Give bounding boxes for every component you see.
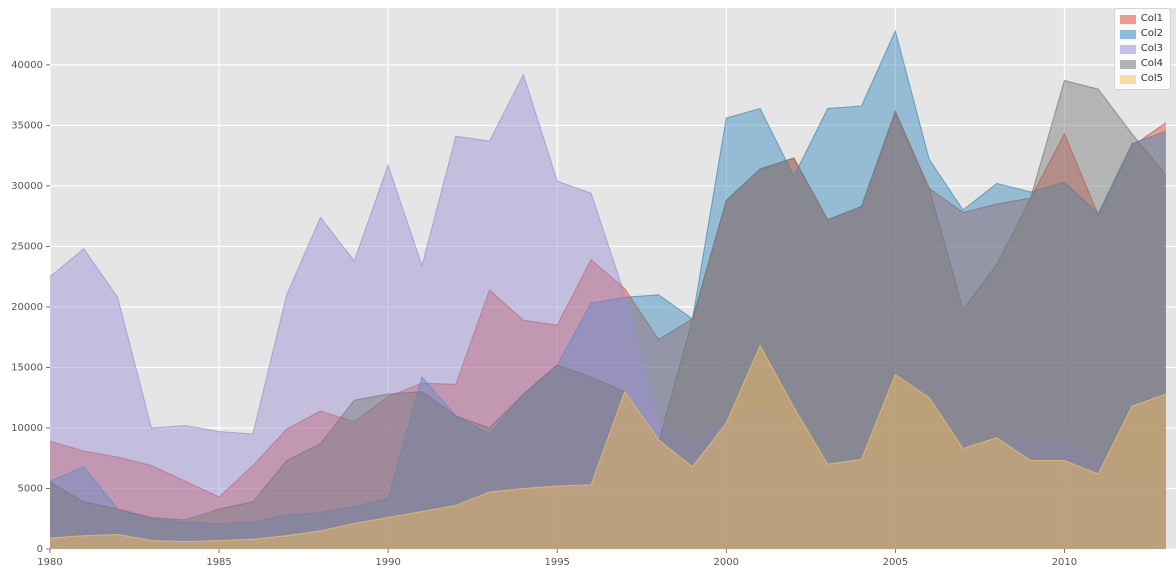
legend-label: Col1 [1140,13,1163,24]
y-tick-label: 10000 [11,423,43,434]
legend-swatch-col1 [1119,14,1136,24]
legend-item-col4[interactable]: Col4 [1119,58,1163,70]
line-col2 [49,29,1167,525]
line-col4 [49,79,1167,521]
x-tick-label: 1995 [544,557,569,568]
line-col5 [49,344,1167,543]
legend-item-col1[interactable]: Col1 [1119,13,1163,25]
legend-swatch-col5 [1119,74,1136,84]
y-tick-label: 40000 [11,60,43,71]
y-tick-label: 30000 [11,181,43,192]
x-tick-label: 2005 [883,557,908,568]
x-tick-label: 1980 [37,557,62,568]
legend-swatch-col4 [1119,59,1136,69]
legend-label: Col4 [1140,58,1163,69]
legend-swatch-col2 [1119,29,1136,39]
legend-label: Col5 [1140,73,1163,84]
legend[interactable]: Col1 Col2 Col3 Col4 Col5 [1113,8,1171,90]
area-col2 [50,31,1166,549]
legend-swatch-col3 [1119,44,1136,54]
line-col1 [49,109,1167,498]
x-tick-label: 1985 [206,557,231,568]
y-tick-label: 25000 [11,241,43,252]
y-tick-label: 20000 [11,302,43,313]
x-tick-label: 2000 [714,557,739,568]
y-tick-label: 5000 [18,483,43,494]
area-col3 [50,74,1166,549]
y-tick-label: 0 [37,544,43,555]
legend-label: Col2 [1140,28,1163,39]
y-tick-label: 35000 [11,120,43,131]
area-col1 [50,110,1166,550]
legend-label: Col3 [1140,43,1163,54]
x-tick-label: 2010 [1052,557,1077,568]
series-areas [49,29,1167,550]
area-col4 [50,80,1166,549]
gridlines [49,8,1176,550]
legend-item-col3[interactable]: Col3 [1119,43,1163,55]
axis-ticks: 0 5000 10000 15000 20000 25000 30000 35000 40000… [11,60,1077,568]
legend-item-col5[interactable]: Col5 [1119,73,1163,85]
y-tick-label: 15000 [11,362,43,373]
x-tick-label: 1990 [375,557,400,568]
legend-item-col2[interactable]: Col2 [1119,28,1163,40]
line-col3 [49,73,1166,475]
